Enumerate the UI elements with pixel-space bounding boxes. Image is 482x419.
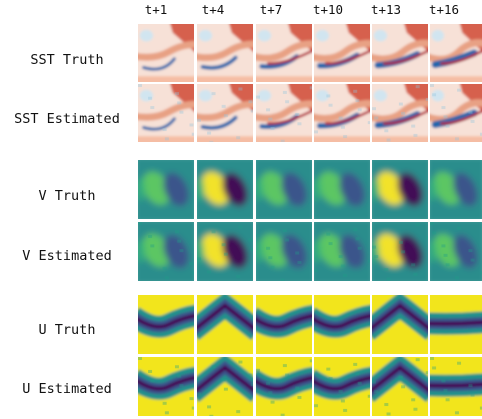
panel-u-estimated-1	[197, 357, 253, 416]
panel-sst-estimated-1	[197, 84, 253, 142]
panel-v-truth-4	[372, 160, 428, 219]
row-label-u-truth: U Truth	[38, 322, 96, 338]
time-label-t13: t+13	[370, 2, 402, 17]
panel-u-truth-5	[430, 295, 482, 354]
panel-u-estimated-2	[256, 357, 312, 416]
panel-u-truth-3	[314, 295, 370, 354]
panel-v-estimated-1	[197, 222, 253, 281]
panel-sst-truth-4	[372, 24, 428, 82]
row-label-sst-estimated: SST Estimated	[14, 111, 120, 127]
panel-sst-estimated-2	[256, 84, 312, 142]
panel-sst-estimated-3	[314, 84, 370, 142]
panel-u-truth-1	[197, 295, 253, 354]
panel-u-truth-4	[372, 295, 428, 354]
panel-v-estimated-4	[372, 222, 428, 281]
time-label-t16: t+16	[428, 2, 460, 17]
panel-sst-truth-1	[197, 24, 253, 82]
time-label-t1: t+1	[144, 2, 168, 17]
panel-u-truth-2	[256, 295, 312, 354]
panel-v-truth-3	[314, 160, 370, 219]
panel-sst-estimated-0	[138, 84, 194, 142]
panel-sst-truth-0	[138, 24, 194, 82]
panel-sst-truth-5	[430, 24, 482, 82]
panel-u-estimated-5	[430, 357, 482, 416]
panel-sst-estimated-4	[372, 84, 428, 142]
panel-v-estimated-2	[256, 222, 312, 281]
row-label-v-truth: V Truth	[38, 188, 96, 204]
panel-v-estimated-3	[314, 222, 370, 281]
panel-u-truth-0	[138, 295, 194, 354]
panel-v-truth-5	[430, 160, 482, 219]
row-label-u-estimated: U Estimated	[22, 381, 112, 397]
panel-u-estimated-4	[372, 357, 428, 416]
panel-u-estimated-3	[314, 357, 370, 416]
row-label-sst-truth: SST Truth	[30, 52, 104, 68]
panel-v-estimated-0	[138, 222, 194, 281]
panel-v-truth-2	[256, 160, 312, 219]
panel-v-estimated-5	[430, 222, 482, 281]
panel-sst-truth-3	[314, 24, 370, 82]
panel-v-truth-1	[197, 160, 253, 219]
panel-u-estimated-0	[138, 357, 194, 416]
time-label-t10: t+10	[312, 2, 344, 17]
panel-sst-estimated-5	[430, 84, 482, 142]
time-label-t7: t+7	[259, 2, 283, 17]
row-label-v-estimated: V Estimated	[22, 248, 112, 264]
panel-v-truth-0	[138, 160, 194, 219]
panel-sst-truth-2	[256, 24, 312, 82]
time-label-t4: t+4	[201, 2, 225, 17]
